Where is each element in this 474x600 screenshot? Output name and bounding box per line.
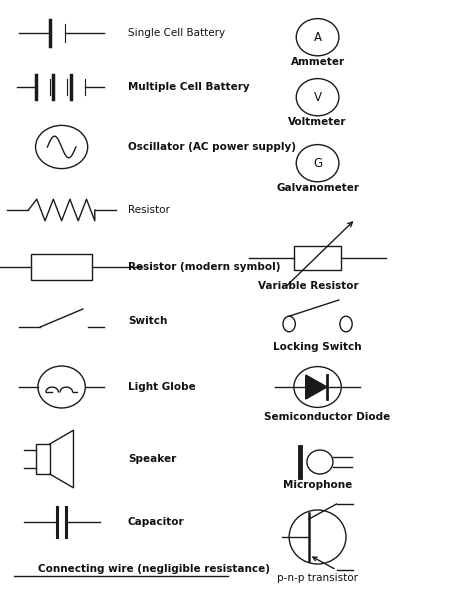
Text: p-n-p transistor: p-n-p transistor	[277, 573, 358, 583]
Bar	[36, 444, 50, 474]
Text: Speaker: Speaker	[128, 454, 176, 464]
Text: Single Cell Battery: Single Cell Battery	[128, 28, 225, 38]
Text: Locking Switch: Locking Switch	[273, 342, 362, 352]
Text: A: A	[314, 31, 321, 44]
Text: Oscillator (AC power supply): Oscillator (AC power supply)	[128, 142, 296, 152]
Bar	[31, 254, 92, 280]
Text: Ammeter: Ammeter	[291, 57, 345, 67]
Text: Switch: Switch	[128, 316, 167, 326]
Text: Connecting wire (negligible resistance): Connecting wire (negligible resistance)	[38, 564, 270, 574]
Text: Semiconductor Diode: Semiconductor Diode	[264, 412, 390, 422]
Text: Galvanometer: Galvanometer	[276, 183, 359, 193]
Text: G: G	[313, 157, 322, 170]
Text: Microphone: Microphone	[283, 480, 352, 490]
Text: Variable Resistor: Variable Resistor	[258, 281, 358, 291]
Text: Capacitor: Capacitor	[128, 517, 184, 527]
Text: V: V	[314, 91, 321, 104]
Text: Voltmeter: Voltmeter	[288, 117, 347, 127]
Text: Light Globe: Light Globe	[128, 382, 196, 392]
Text: Resistor: Resistor	[128, 205, 170, 215]
Text: Multiple Cell Battery: Multiple Cell Battery	[128, 82, 250, 92]
Polygon shape	[306, 375, 327, 399]
Text: Resistor (modern symbol): Resistor (modern symbol)	[128, 262, 281, 272]
Bar	[294, 246, 341, 270]
